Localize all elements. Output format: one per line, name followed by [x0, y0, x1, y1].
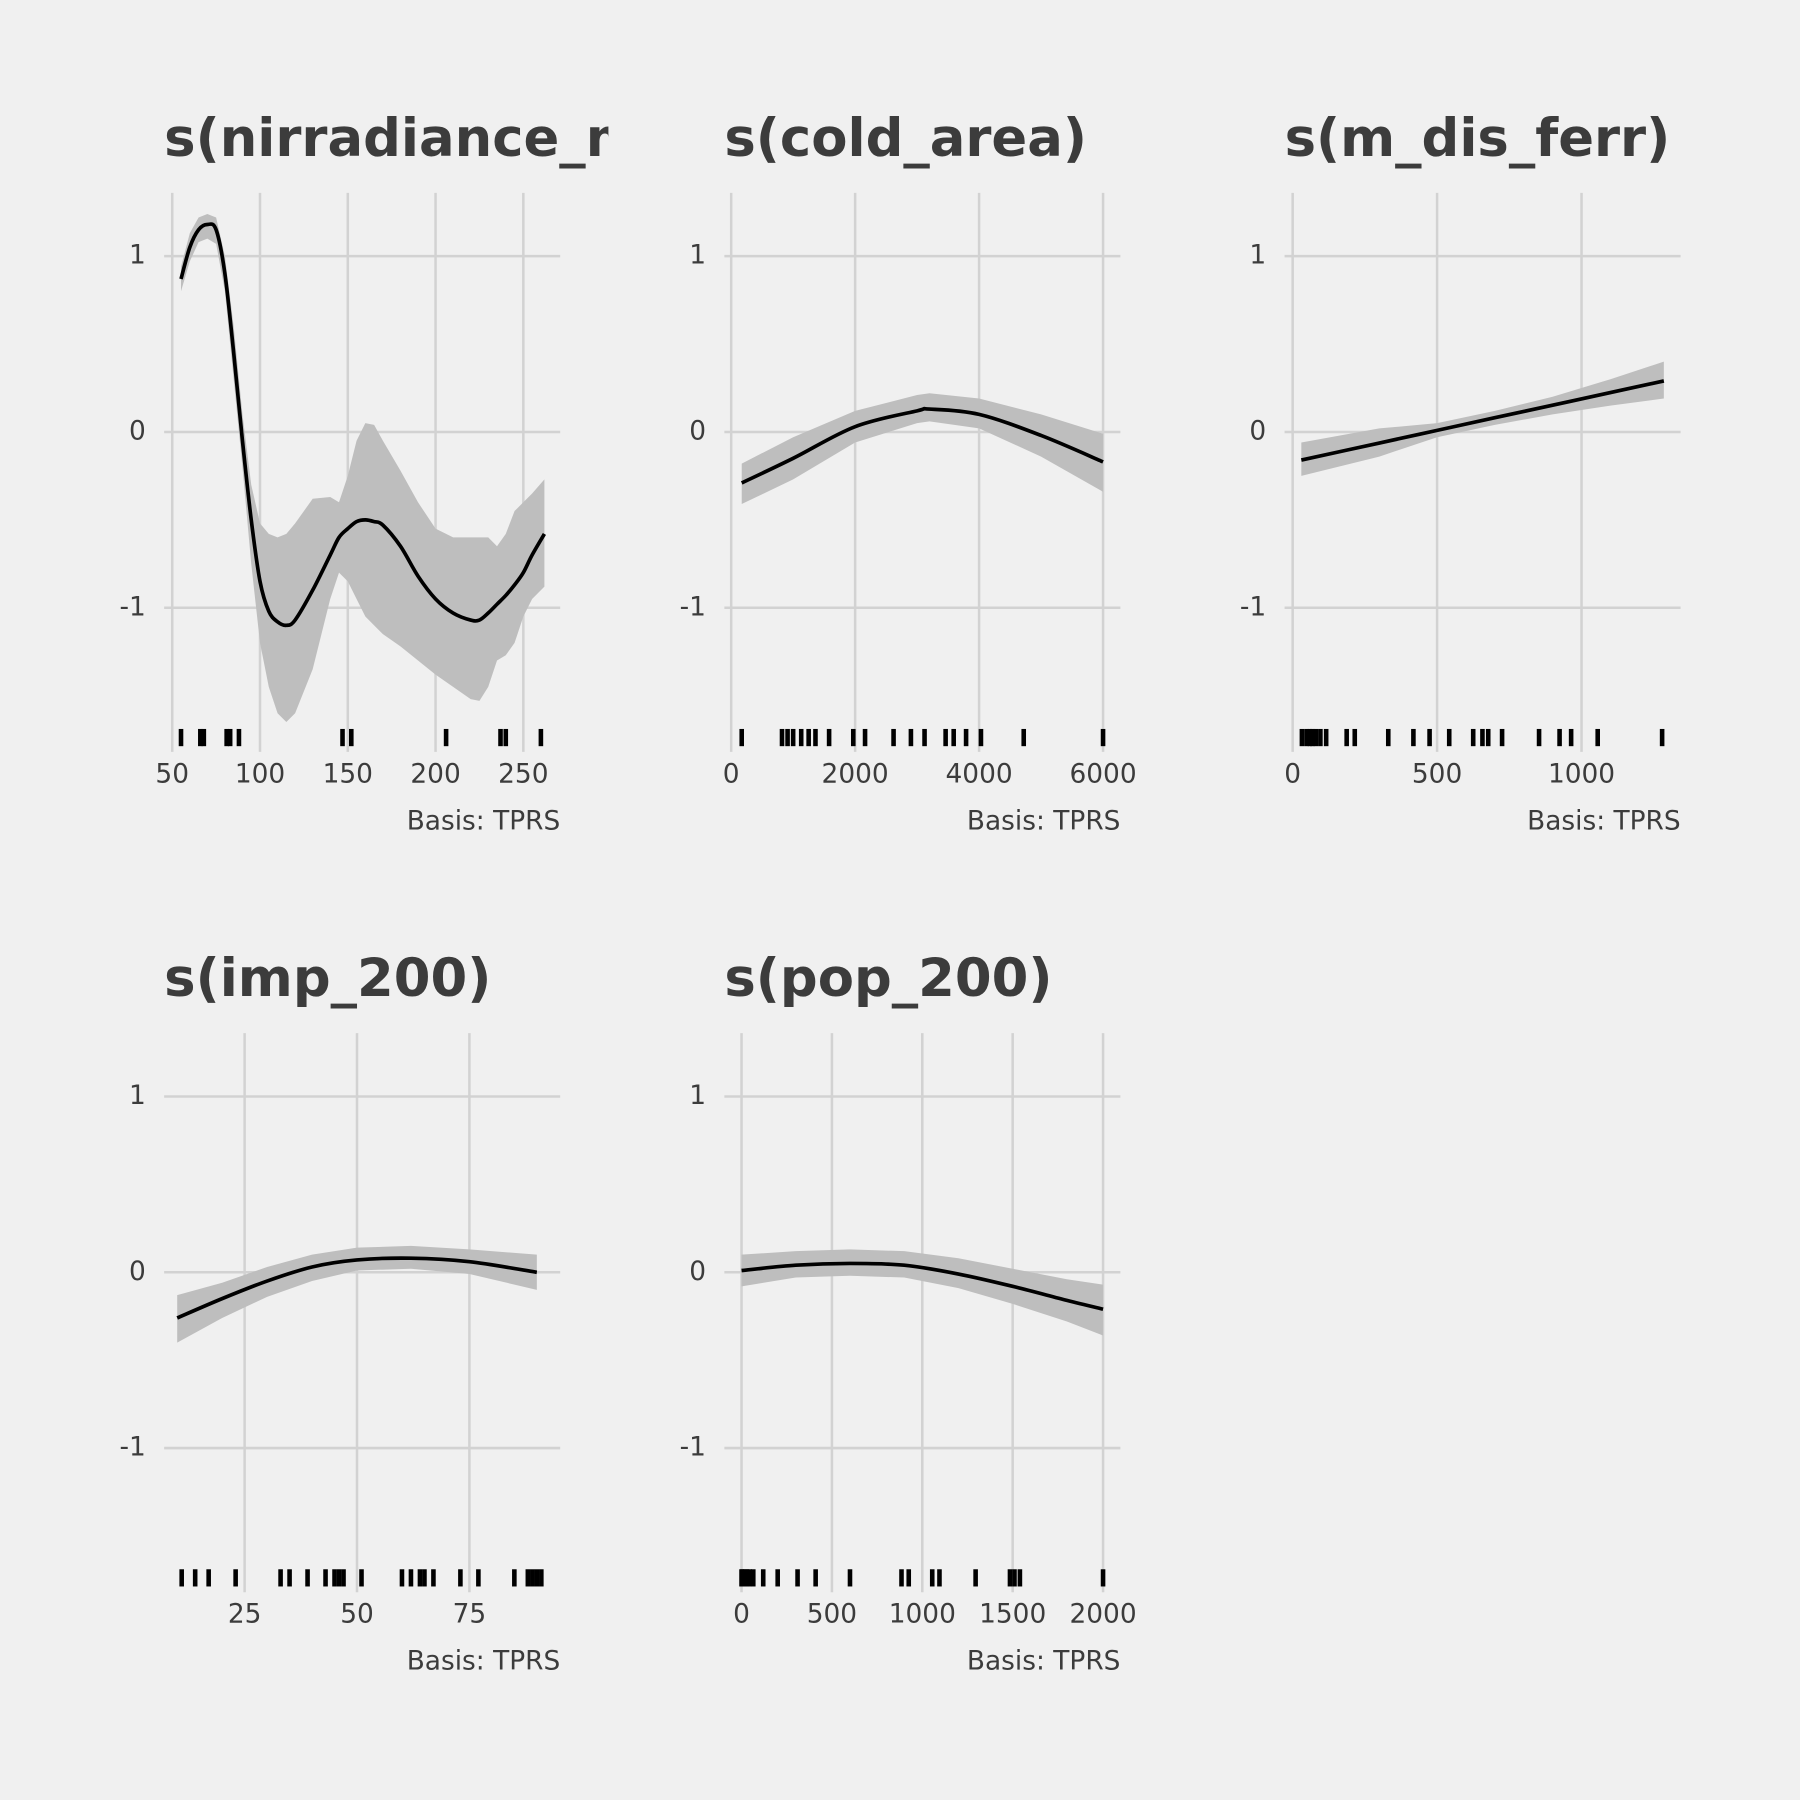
- x-tick-label: 0: [733, 1599, 750, 1630]
- x-tick-label: 50: [340, 1599, 374, 1630]
- caption: Basis: TPRS: [967, 805, 1121, 836]
- y-tick-label: 1: [689, 240, 706, 271]
- y-tick-label: 1: [689, 1080, 706, 1111]
- y-tick-label: -1: [680, 591, 706, 622]
- x-tick-label: 200: [410, 758, 460, 789]
- x-tick-label: 1000: [1548, 758, 1615, 789]
- y-tick-label: 0: [129, 1256, 146, 1287]
- fit-line: [179, 222, 546, 628]
- x-tick-label: 100: [235, 758, 285, 789]
- y-tick-label: 0: [129, 415, 146, 446]
- panel-title: s(m_dis_ferr): [1285, 108, 1671, 169]
- x-tick-label: 25: [228, 1599, 262, 1630]
- x-tick-label: 75: [453, 1599, 487, 1630]
- x-tick-label: 500: [807, 1599, 857, 1630]
- y-tick-label: -1: [680, 1432, 706, 1463]
- panel-title: s(nirradiance_me: [164, 108, 676, 169]
- x-tick-label: 1000: [889, 1599, 956, 1630]
- confidence-band: [181, 213, 545, 723]
- x-tick-label: 1500: [979, 1599, 1046, 1630]
- x-tick-label: 0: [1284, 758, 1301, 789]
- caption: Basis: TPRS: [967, 1646, 1121, 1677]
- fit-line: [1300, 379, 1665, 462]
- fit-line: [176, 1256, 538, 1320]
- fit-line: [740, 406, 1104, 485]
- confidence-band: [177, 1245, 537, 1343]
- x-tick-label: 6000: [1069, 758, 1136, 789]
- y-tick-label: 0: [1249, 415, 1266, 446]
- x-tick-label: 50: [155, 758, 189, 789]
- caption: Basis: TPRS: [407, 1646, 561, 1677]
- y-tick-label: 1: [129, 240, 146, 271]
- x-tick-label: 0: [723, 758, 740, 789]
- panel-title: s(pop_200): [724, 948, 1052, 1009]
- x-tick-label: 4000: [946, 758, 1013, 789]
- panel-title: s(imp_200): [164, 948, 491, 1009]
- caption: Basis: TPRS: [407, 805, 561, 836]
- y-tick-label: 1: [1249, 240, 1266, 271]
- y-tick-label: 0: [689, 1256, 706, 1287]
- y-tick-label: 1: [129, 1080, 146, 1111]
- confidence-band: [741, 1249, 1104, 1336]
- confidence-band: [741, 393, 1104, 505]
- caption: Basis: TPRS: [1527, 805, 1681, 836]
- x-tick-label: 500: [1412, 758, 1462, 789]
- y-tick-label: -1: [119, 1432, 145, 1463]
- x-tick-label: 2000: [1069, 1599, 1136, 1630]
- y-tick-label: 0: [689, 415, 706, 446]
- y-tick-label: -1: [119, 591, 145, 622]
- y-tick-label: -1: [1240, 591, 1266, 622]
- panel-title: s(cold_area): [724, 108, 1087, 169]
- fit-line: [741, 1261, 1104, 1311]
- x-tick-label: 150: [323, 758, 373, 789]
- x-tick-label: 250: [498, 758, 548, 789]
- x-tick-label: 2000: [822, 758, 889, 789]
